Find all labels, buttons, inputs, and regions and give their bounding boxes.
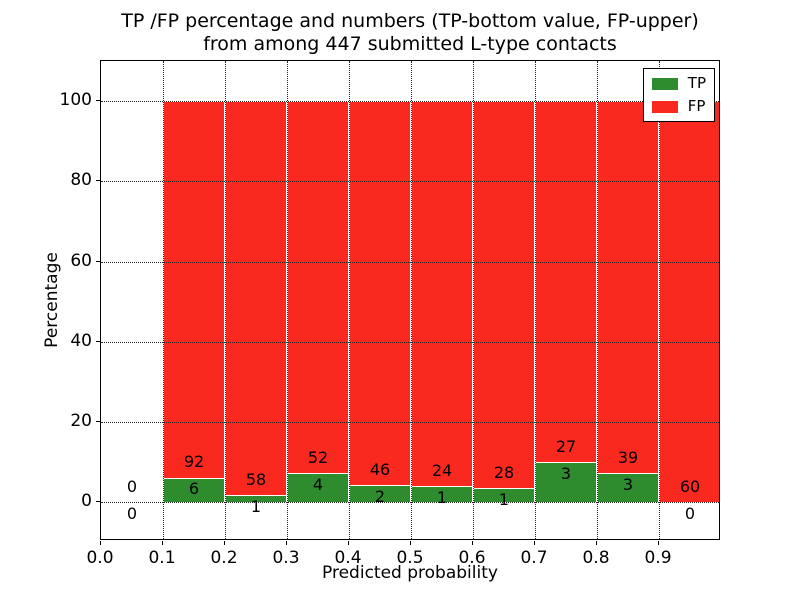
plot-area: TP FP 0 0 92 6 58 1 52 4 46 2 24 1 28 1 27 3 39 3 60 0 xyxy=(100,60,720,540)
tp-count-label: 1 xyxy=(498,489,510,509)
chart-title: TP /FP percentage and numbers (TP-bottom… xyxy=(100,10,720,56)
legend-label-tp: TP xyxy=(687,74,706,92)
bar-segment-fp xyxy=(287,101,349,474)
x-tick-mark xyxy=(410,541,411,545)
gridline-vertical xyxy=(225,61,226,539)
fp-count-label: 0 xyxy=(126,476,138,496)
y-tick-mark xyxy=(96,420,100,422)
fp-count-label: 60 xyxy=(679,476,701,496)
chart-title-line1: TP /FP percentage and numbers (TP-bottom… xyxy=(121,10,699,32)
tp-count-label: 3 xyxy=(622,475,634,495)
legend-entry-fp: FP xyxy=(651,97,706,115)
x-tick-mark xyxy=(348,541,349,545)
y-tick-mark xyxy=(96,180,100,182)
bar-segment-tp xyxy=(163,477,225,503)
bar-segment-fp xyxy=(349,101,411,486)
y-tick-mark xyxy=(96,100,100,102)
bar-segment-fp xyxy=(659,101,719,503)
x-tick-label: 0.6 xyxy=(458,548,486,568)
y-tick-label: 20 xyxy=(70,410,92,431)
bar-segment-fp xyxy=(535,101,597,462)
bar-segment-fp xyxy=(597,101,659,474)
chart-title-line2: from among 447 submitted L-type contacts xyxy=(203,33,617,55)
tp-legend-swatch-icon xyxy=(651,77,678,90)
x-tick-label: 0.4 xyxy=(334,548,362,568)
x-tick-mark xyxy=(596,541,597,545)
y-tick-label: 100 xyxy=(59,90,92,111)
y-tick-label: 40 xyxy=(70,330,92,351)
fp-count-label: 52 xyxy=(307,448,329,468)
y-tick-mark xyxy=(96,260,100,262)
gridline-vertical xyxy=(473,61,474,539)
tp-count-label: 4 xyxy=(312,475,324,495)
y-tick-mark xyxy=(96,501,100,503)
gridline-horizontal xyxy=(101,341,719,343)
x-tick-mark xyxy=(100,541,101,545)
bar-segment-fp xyxy=(163,101,225,478)
gridline-horizontal xyxy=(101,261,719,263)
x-tick-mark xyxy=(224,541,225,545)
fp-legend-swatch-icon xyxy=(651,100,678,113)
fp-count-label: 28 xyxy=(493,463,515,483)
x-tick-label: 0.2 xyxy=(210,548,238,568)
x-tick-mark xyxy=(162,541,163,545)
y-tick-label: 0 xyxy=(81,491,92,512)
y-tick-label: 80 xyxy=(70,170,92,191)
bar-segment-fp xyxy=(473,101,535,489)
x-tick-label: 0.7 xyxy=(520,548,548,568)
x-tick-label: 0.1 xyxy=(148,548,176,568)
gridline-vertical xyxy=(287,61,288,539)
fp-count-label: 24 xyxy=(431,460,453,480)
tp-count-label: 3 xyxy=(560,463,572,483)
gridline-vertical xyxy=(349,61,350,539)
x-tick-label: 0.5 xyxy=(396,548,424,568)
bar-segment-tp xyxy=(535,462,597,503)
x-tick-mark xyxy=(534,541,535,545)
gridline-horizontal xyxy=(101,101,719,103)
tp-count-label: 1 xyxy=(436,487,448,507)
x-tick-label: 0.3 xyxy=(272,548,300,568)
x-tick-label: 0.9 xyxy=(644,548,672,568)
gridline-vertical xyxy=(597,61,598,539)
y-tick-label: 60 xyxy=(70,250,92,271)
tp-count-label: 2 xyxy=(374,487,386,507)
gridline-horizontal xyxy=(101,421,719,423)
legend: TP FP xyxy=(642,68,715,122)
gridline-horizontal xyxy=(101,181,719,183)
y-axis-label: Percentage xyxy=(42,252,62,348)
bar-segment-tp xyxy=(597,473,659,503)
fp-count-label: 27 xyxy=(555,436,577,456)
tp-count-label: 0 xyxy=(126,503,138,523)
bar-segment-fp xyxy=(411,101,473,487)
x-tick-mark xyxy=(472,541,473,545)
tp-count-label: 1 xyxy=(250,496,262,516)
gridline-vertical xyxy=(411,61,412,539)
x-axis-label: Predicted probability xyxy=(322,563,498,583)
fp-count-label: 92 xyxy=(183,452,205,472)
fp-count-label: 58 xyxy=(245,470,267,490)
gridline-horizontal xyxy=(101,502,719,504)
y-tick-mark xyxy=(96,340,100,342)
fp-count-label: 39 xyxy=(617,448,639,468)
legend-entry-tp: TP xyxy=(651,74,706,92)
gridline-vertical xyxy=(659,61,660,539)
x-tick-label: 0.0 xyxy=(86,548,114,568)
gridline-vertical xyxy=(163,61,164,539)
fp-count-label: 46 xyxy=(369,460,391,480)
legend-label-fp: FP xyxy=(687,97,706,115)
gridline-vertical xyxy=(535,61,536,539)
bar-segment-fp xyxy=(225,101,287,496)
tp-count-label: 0 xyxy=(684,503,696,523)
tp-count-label: 6 xyxy=(188,479,200,499)
bar-segment-tp xyxy=(287,473,349,503)
x-tick-mark xyxy=(286,541,287,545)
x-tick-label: 0.8 xyxy=(582,548,610,568)
x-tick-mark xyxy=(658,541,659,545)
